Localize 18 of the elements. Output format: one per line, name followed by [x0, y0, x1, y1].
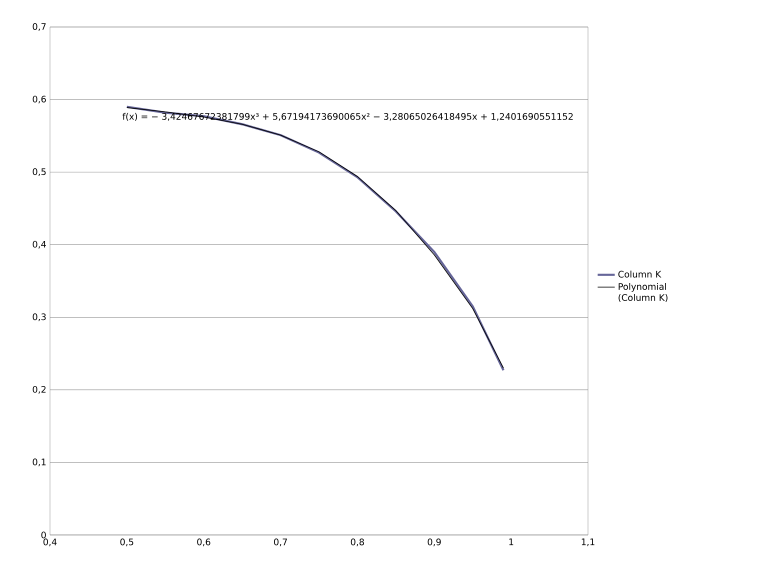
- x-tick-label: 0,9: [428, 538, 441, 546]
- x-tick-label: 0,8: [350, 538, 364, 546]
- x-tick-label: 0,5: [120, 538, 134, 546]
- x-tick-label: 1: [509, 538, 514, 546]
- y-tick-label: 0,4: [32, 240, 46, 249]
- y-tick-label: 0,5: [32, 168, 46, 176]
- x-tick-label: 1,1: [582, 538, 594, 546]
- x-tick-label: 0,7: [274, 538, 287, 546]
- y-tick-label: 0,2: [32, 386, 46, 394]
- y-tick-label: 0,1: [32, 458, 46, 466]
- y-tick-label: 0: [41, 532, 46, 538]
- legend-label: Polynomial (Column K): [618, 282, 668, 302]
- y-tick-label: 0,6: [32, 96, 46, 104]
- legend-label: Column K: [618, 270, 662, 278]
- x-tick-label: 0,4: [43, 538, 57, 546]
- y-tick-label: 0,7: [32, 23, 46, 31]
- y-tick-label: 0,3: [32, 313, 46, 322]
- x-tick-label: 0,6: [197, 538, 210, 546]
